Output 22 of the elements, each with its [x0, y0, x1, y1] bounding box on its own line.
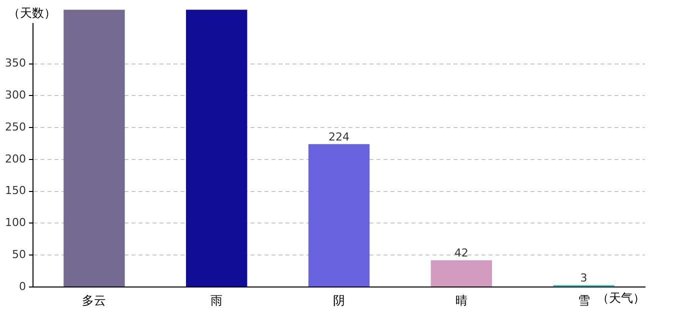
x-tick-label: 阴 [333, 293, 345, 308]
y-tick-label: 250 [5, 120, 26, 134]
bar [186, 10, 248, 286]
data-label: 42 [454, 246, 468, 260]
data-label: 3 [580, 271, 588, 284]
y-tick-label: 200 [5, 152, 26, 166]
y-tick-label: 350 [5, 56, 26, 70]
bar [308, 144, 370, 286]
y-axis-title: （天数） [8, 6, 56, 20]
y-tick-label: 100 [5, 216, 26, 230]
y-tick-label: 150 [5, 184, 26, 198]
bar [430, 260, 492, 286]
x-tick-label: 雨 [210, 293, 223, 308]
y-tick-label: 50 [12, 248, 26, 261]
x-tick-label: 多云 [82, 293, 106, 308]
x-axis-title: （天气） [597, 291, 645, 306]
x-tick-label: 晴 [455, 293, 468, 308]
data-label: 224 [328, 130, 350, 144]
y-tick-label: 300 [5, 88, 26, 102]
y-tick-label: 0 [19, 280, 26, 293]
x-tick-label: 雪 [578, 293, 590, 308]
bar [64, 10, 125, 286]
